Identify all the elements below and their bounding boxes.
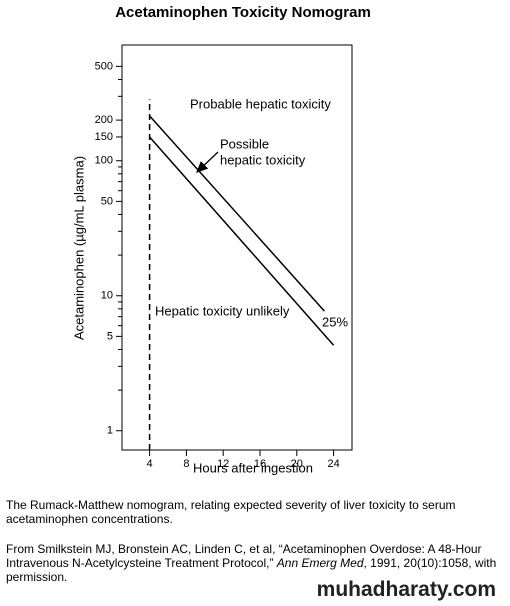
chart-title: Acetaminophen Toxicity Nomogram <box>115 4 371 21</box>
x-tick-label: 16 <box>254 458 266 470</box>
y-tick-label: 50 <box>101 195 113 207</box>
y-tick-label: 150 <box>95 131 113 143</box>
y-axis-label: Acetaminophen (µg/mL plasma) <box>71 156 86 340</box>
plot-frame <box>121 44 353 451</box>
line <box>149 115 325 312</box>
x-tick-label: 20 <box>291 458 303 470</box>
journal: Ann Emerg Med <box>276 556 364 570</box>
y-tick-label: 500 <box>95 60 113 72</box>
annotation: Possible <box>220 136 269 151</box>
chart: Acetaminophen Toxicity Nomogram Acetamin… <box>71 4 371 475</box>
annotation: hepatic toxicity <box>220 152 306 167</box>
x-tick-label: 4 <box>147 458 153 470</box>
y-tick-label: 200 <box>95 114 113 126</box>
x-axis-label: Hours after ingestion <box>193 460 313 475</box>
citation-text: , 1991, 20(10):1058, with permission. <box>6 556 497 584</box>
x-tick-label: 8 <box>183 458 189 470</box>
annotation: 25% <box>322 314 348 329</box>
citation-text: From Smilkstein MJ, Bronstein AC, Linden… <box>6 542 482 570</box>
y-tick-label: 100 <box>95 155 113 167</box>
arrow <box>196 151 219 173</box>
y-tick-label: 10 <box>101 290 113 302</box>
watermark: muhadharaty.com <box>316 578 496 601</box>
y-tick-label: 5 <box>107 330 113 342</box>
caption: The Rumack-Matthew nomogram, relating ex… <box>6 498 456 526</box>
line <box>149 136 335 346</box>
citation: From Smilkstein MJ, Bronstein AC, Linden… <box>6 542 498 584</box>
annotation: Hepatic toxicity unlikely <box>155 303 290 318</box>
x-tick-label: 24 <box>327 458 339 470</box>
annotation: Probable hepatic toxicity <box>190 96 331 111</box>
x-tick-label: 12 <box>217 458 229 470</box>
y-tick-label: 1 <box>107 425 113 437</box>
